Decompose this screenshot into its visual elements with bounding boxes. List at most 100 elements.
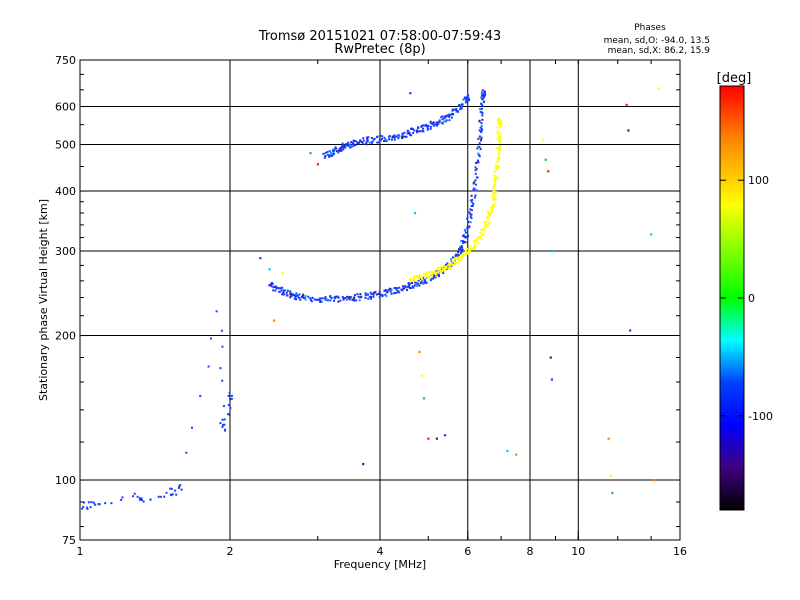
echo-point [424, 279, 427, 282]
echo-point [323, 297, 326, 300]
echo-point [437, 270, 440, 273]
echo-point [223, 423, 226, 426]
echo-point [304, 295, 307, 298]
echo-point [547, 170, 550, 173]
echo-point [483, 90, 486, 93]
axes: 1 2 4 6 8 10 16 75 100 200 300 400 500 600 750 [55, 54, 687, 558]
data-points [81, 87, 660, 510]
echo-point [495, 147, 498, 150]
echo-point [499, 141, 502, 144]
echo-point [353, 296, 356, 299]
y-tick-label: 75 [62, 534, 76, 547]
echo-point [464, 101, 467, 104]
echo-point [494, 197, 497, 200]
echo-point [445, 265, 448, 268]
echo-point [357, 295, 360, 298]
echo-point [515, 453, 518, 456]
echo-point [447, 264, 450, 267]
echo-point [404, 135, 407, 138]
echo-point [425, 281, 428, 284]
echo-point [408, 132, 411, 135]
echo-point [92, 501, 95, 504]
echo-point [650, 233, 653, 236]
echo-point [500, 122, 503, 125]
echo-point [272, 289, 275, 292]
stats-line-o: mean, sd,O: -94.0, 13.5 [604, 36, 710, 46]
echo-point [413, 277, 416, 280]
echo-point [445, 115, 448, 118]
echo-point [396, 287, 399, 290]
echo-point [464, 252, 467, 255]
echo-point [476, 237, 479, 240]
echo-point [413, 129, 416, 132]
echo-point [334, 296, 337, 299]
echo-point [471, 205, 474, 208]
echo-point [319, 297, 322, 300]
x-tick-label: 1 [77, 545, 84, 558]
echo-point [140, 498, 143, 501]
echo-point [435, 271, 438, 274]
echo-point [388, 138, 391, 141]
echo-point [354, 140, 357, 143]
echo-point [442, 269, 445, 272]
echo-point [445, 120, 448, 123]
echo-point [356, 293, 359, 296]
echo-point [479, 126, 482, 129]
chart-title: Tromsø 20151021 07:58:00-07:59:43 [258, 29, 501, 44]
echo-point [497, 146, 500, 149]
echo-point [443, 115, 446, 118]
echo-point [478, 120, 481, 123]
echo-point [418, 278, 421, 281]
echo-point [429, 127, 432, 130]
echo-point [478, 236, 481, 239]
echo-point [281, 293, 284, 296]
echo-point [286, 289, 289, 292]
echo-point [336, 295, 339, 298]
echo-point [460, 240, 463, 243]
echo-point [380, 293, 383, 296]
echo-point [465, 235, 468, 238]
echo-point [464, 249, 467, 252]
echo-point [379, 134, 382, 137]
echo-point [498, 147, 501, 150]
echo-point [443, 434, 447, 437]
echo-point [222, 405, 225, 408]
echo-point [481, 89, 484, 92]
echo-point [282, 289, 285, 292]
echo-point [473, 247, 476, 250]
echo-point [471, 201, 474, 204]
echo-point [407, 283, 410, 286]
echo-point [338, 148, 341, 151]
echo-point [464, 253, 467, 256]
echo-point [289, 296, 292, 299]
echo-point [322, 152, 325, 155]
echo-point [466, 248, 469, 251]
echo-point [475, 189, 478, 192]
echo-point [320, 297, 323, 300]
echo-point [457, 260, 460, 263]
echo-point [398, 135, 401, 138]
echo-point [496, 168, 499, 171]
echo-point [480, 127, 483, 130]
echo-point [467, 98, 470, 101]
echo-point [424, 273, 427, 276]
echo-point [494, 179, 497, 182]
echo-point [385, 295, 388, 298]
echo-point [477, 161, 480, 164]
echo-point [175, 493, 178, 496]
echo-point [470, 209, 473, 212]
echo-point [221, 379, 224, 382]
echo-point [458, 255, 461, 258]
echo-point [476, 161, 479, 164]
echo-point [482, 234, 485, 237]
echo-point [289, 295, 292, 298]
echo-point [499, 132, 502, 135]
x-tick-label: 10 [571, 545, 585, 558]
echo-point [442, 272, 445, 275]
echo-point [360, 296, 363, 299]
echo-point [437, 275, 440, 278]
colorbar-tick-label: -100 [748, 410, 773, 423]
echo-point [469, 208, 472, 211]
echo-point [219, 422, 222, 425]
echo-point [384, 293, 387, 296]
